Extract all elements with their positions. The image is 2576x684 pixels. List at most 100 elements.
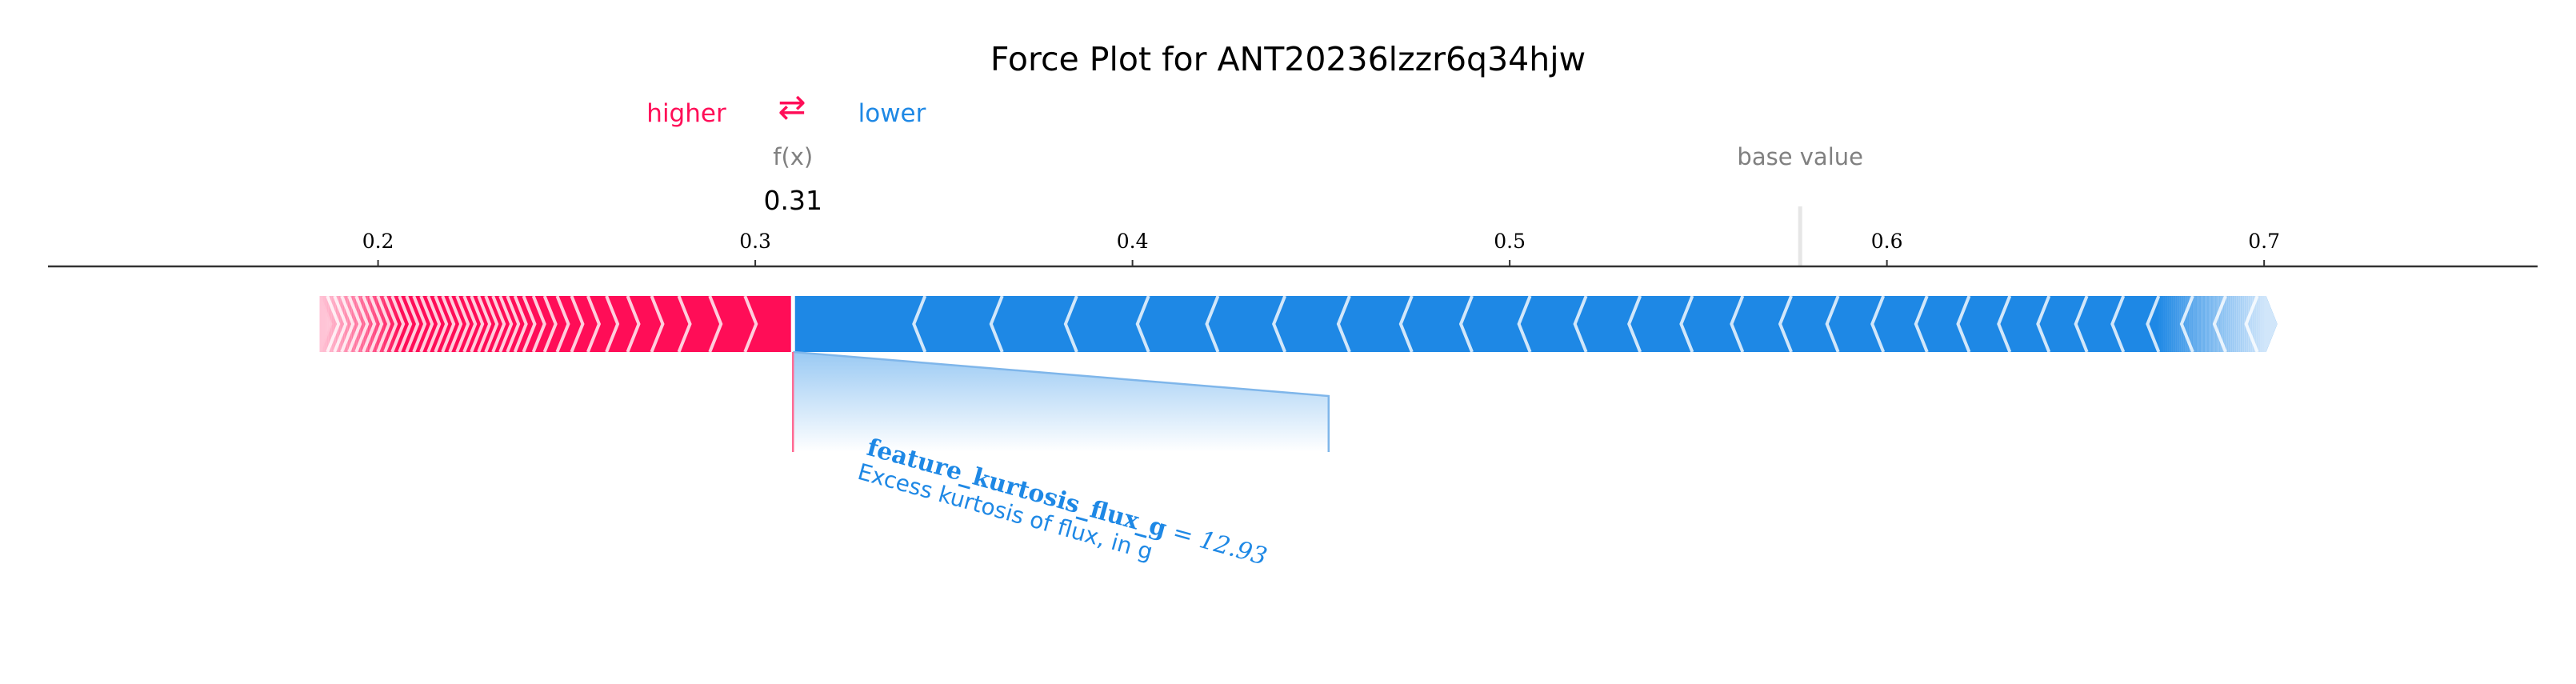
force-chevron [1825,295,1840,353]
negative-fade [2186,296,2190,352]
force-chevron [398,295,413,353]
negative-fade [2177,296,2180,352]
force-chevron [531,295,546,353]
legend-lower: lower [858,99,926,128]
force-chevron [1063,295,1078,353]
positive-fade [376,296,378,352]
negative-end-tip [2265,296,2278,352]
negative-fade [2165,296,2168,352]
negative-fade [2230,296,2234,352]
positive-fade [335,296,338,352]
negative-fade [2189,296,2192,352]
negative-fade [2250,296,2253,352]
negative-fade [2238,296,2242,352]
negative-fade [2240,296,2243,352]
negative-fade [2201,296,2204,352]
negative-fade [2194,296,2198,352]
force-chevron [383,295,398,353]
positive-fade [350,296,352,352]
force-chevron [2036,295,2051,353]
x-axis-ticks: 0.2 0.3 0.4 0.5 0.6 0.7 [362,230,2280,266]
x-tick-label: 0.2 [362,230,394,253]
force-chevron [1679,295,1694,353]
negative-fade [2197,296,2200,352]
positive-fade [322,296,325,352]
force-chevron [912,295,927,353]
force-chevron [2110,295,2126,353]
positive-fade [355,296,358,352]
force-chevron [326,295,341,353]
negative-fade [2254,296,2257,352]
feature-connector-fill [793,352,1329,452]
force-chevron [1997,295,2012,353]
negative-force-bar [793,296,2278,352]
force-chevron [570,295,585,353]
negative-fade [2216,296,2219,352]
positive-fade [325,296,328,352]
positive-fade [323,296,326,352]
force-chevron [491,295,506,353]
force-chevron [1778,295,1793,353]
force-chevron [513,295,528,353]
x-tick-label: 0.6 [1871,230,1903,253]
negative-fade [2182,296,2186,352]
force-chevron [1458,295,1474,353]
positive-fade [357,296,360,352]
negative-fade [2236,296,2239,352]
positive-fade [321,296,323,352]
force-chevron [412,295,427,353]
negative-fade [2202,296,2206,352]
force-chevron [1517,295,1532,353]
force-chevron [462,295,478,353]
force-chevron [434,295,449,353]
positive-fade [347,296,350,352]
force-chevron [390,295,406,353]
force-chevron [522,295,537,353]
negative-fade [2174,296,2178,352]
force-chevron [586,295,602,353]
positive-fade [342,296,345,352]
positive-fade [369,296,371,352]
negative-fade [2252,296,2255,352]
force-chevron [2212,295,2227,353]
negative-fade [2198,296,2202,352]
negative-fade [2208,296,2211,352]
force-chevron [677,295,692,353]
force-chevron [743,295,758,353]
force-chevron [506,295,521,353]
legend-higher: higher [646,99,726,128]
negative-fade [2190,296,2194,352]
x-tick-label: 0.3 [739,230,771,253]
positive-fade [362,296,364,352]
negative-fade [2169,296,2172,352]
force-chevron [2074,295,2089,353]
legend-arrow-icon: ⇄ [778,87,806,126]
force-chevron [1135,295,1150,353]
feature-connector-line [793,350,1330,452]
positive-fade [334,296,336,352]
x-tick-label: 0.7 [2248,230,2280,253]
force-chevron [470,295,485,353]
positive-fade [328,296,330,352]
positive-fade [370,296,373,352]
negative-fade [2220,296,2223,352]
negative-fade [2262,296,2265,352]
force-chevron [1573,295,1588,353]
force-chevron [2146,295,2161,353]
force-chevron [1336,295,1351,353]
force-chevron [498,295,514,353]
negative-fade [2260,296,2263,352]
negative-fade [2222,296,2226,352]
force-chevron [1272,295,1287,353]
positive-fade [398,296,400,352]
force-chevron [650,295,665,353]
x-tick-label: 0.4 [1117,230,1149,253]
negative-fade [2163,296,2166,352]
force-chevron [448,295,463,353]
chart-title: Force Plot for ANT20236lzzr6q34hjw [990,40,1586,78]
negative-fade [2226,296,2230,352]
negative-fade [2256,296,2259,352]
force-chevron [2179,295,2194,353]
negative-fade [2170,296,2174,352]
positive-fade [326,296,329,352]
